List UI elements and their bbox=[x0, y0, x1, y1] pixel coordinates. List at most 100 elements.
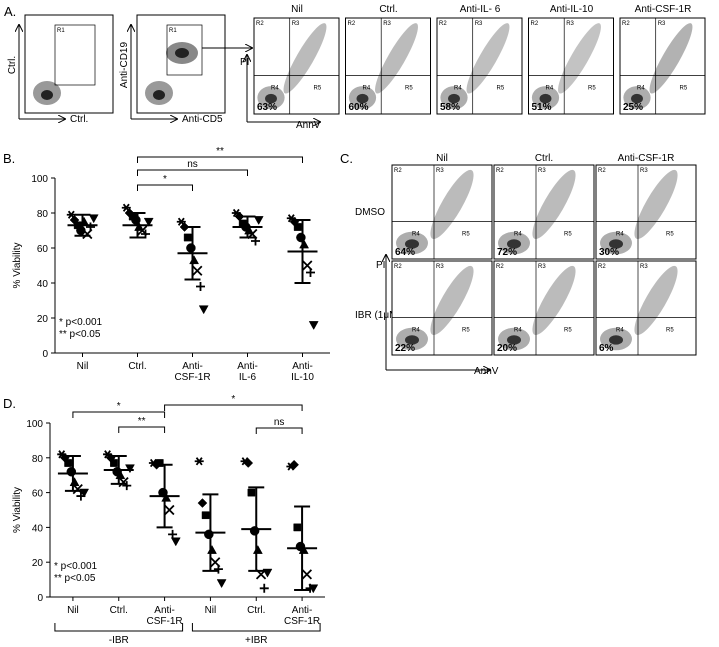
group-bracket bbox=[54, 623, 184, 632]
data-point bbox=[143, 217, 154, 227]
cell-population-core bbox=[539, 93, 552, 104]
x-axis-label: AnnV bbox=[474, 366, 499, 377]
column-title: Ctrl. bbox=[535, 153, 553, 164]
group-label: +IBR bbox=[245, 635, 268, 646]
y-tick-label: 80 bbox=[32, 454, 44, 465]
percent-label: 30% bbox=[599, 247, 619, 258]
cell-population-core bbox=[631, 93, 643, 104]
x-tick-label: Anti-CSF-1R bbox=[284, 605, 320, 627]
y-tick-label: 100 bbox=[31, 174, 48, 185]
percent-label: 25% bbox=[623, 102, 643, 113]
significance-bracket bbox=[137, 169, 248, 176]
significance-bracket bbox=[118, 426, 166, 433]
column-title: Nil bbox=[436, 153, 448, 164]
row-label: IBR (1μM) bbox=[355, 310, 401, 321]
cell-population bbox=[634, 265, 678, 336]
panel-label: C. bbox=[340, 151, 353, 166]
y-tick-label: 20 bbox=[37, 314, 49, 325]
quadrant-label: R4 bbox=[412, 231, 420, 237]
data-point bbox=[122, 481, 132, 491]
cell-population bbox=[430, 169, 474, 240]
data-point bbox=[243, 458, 254, 468]
significance-bracket bbox=[137, 156, 303, 163]
data-point bbox=[259, 583, 269, 593]
y-axis-label: Anti-CD19 bbox=[119, 42, 130, 89]
x-tick-label: Nil bbox=[205, 605, 217, 616]
data-point bbox=[289, 459, 299, 470]
annotation: * p<0.001 bbox=[54, 561, 98, 572]
quadrant-label: R3 bbox=[566, 21, 574, 27]
plot-title: Anti-CSF-1R bbox=[635, 4, 692, 15]
cell-population-core bbox=[41, 90, 53, 100]
plot-title: Anti-IL- 6 bbox=[460, 4, 501, 15]
quadrant-label: R2 bbox=[496, 264, 504, 270]
quadrant-label: R4 bbox=[514, 231, 522, 237]
y-axis-label: % Viability bbox=[12, 243, 23, 289]
cell-population bbox=[430, 265, 474, 336]
percent-label: 64% bbox=[395, 247, 415, 258]
data-point bbox=[293, 223, 302, 231]
significance-bracket bbox=[72, 411, 166, 418]
gate bbox=[54, 24, 96, 86]
quadrant-label: R4 bbox=[616, 327, 624, 333]
percent-label: 6% bbox=[599, 343, 614, 354]
panel-label: D. bbox=[3, 396, 16, 411]
quadrant-label: R5 bbox=[405, 86, 413, 92]
significance-label: ns bbox=[274, 417, 285, 428]
quadrant-label: R2 bbox=[531, 21, 539, 27]
quadrant-label: R4 bbox=[546, 86, 554, 92]
significance-label: ** bbox=[216, 146, 224, 157]
y-tick-label: 0 bbox=[37, 593, 43, 604]
data-point bbox=[189, 255, 200, 265]
plot-title: Anti-IL-10 bbox=[550, 4, 594, 15]
quadrant-label: R2 bbox=[439, 21, 447, 27]
x-tick-label: Ctrl. bbox=[247, 605, 265, 616]
group-bracket bbox=[191, 623, 321, 632]
gate-label: R1 bbox=[57, 28, 65, 34]
data-point bbox=[262, 568, 273, 578]
cell-population bbox=[532, 265, 576, 336]
annotation: ** p<0.05 bbox=[59, 329, 101, 340]
quadrant-label: R3 bbox=[292, 21, 300, 27]
significance-label: * bbox=[117, 401, 121, 412]
x-axis-label: Anti-CD5 bbox=[182, 114, 223, 125]
annotation: ** p<0.05 bbox=[54, 573, 96, 584]
percent-label: 60% bbox=[349, 102, 369, 113]
quadrant-label: R2 bbox=[256, 21, 264, 27]
quadrant-label: R4 bbox=[454, 86, 462, 92]
quadrant-label: R5 bbox=[588, 86, 596, 92]
cell-population-core bbox=[153, 90, 165, 100]
quadrant-label: R3 bbox=[658, 21, 666, 27]
significance-label: ns bbox=[187, 159, 198, 170]
x-tick-label: Anti-CSF-1R bbox=[147, 605, 183, 627]
data-point bbox=[213, 564, 223, 574]
row-label: DMSO bbox=[355, 207, 385, 218]
quadrant-label: R2 bbox=[394, 264, 402, 270]
panel-label: B. bbox=[3, 151, 15, 166]
quadrant-label: R3 bbox=[640, 168, 648, 174]
data-point bbox=[197, 498, 208, 508]
y-tick-label: 60 bbox=[37, 244, 49, 255]
x-tick-label: Anti-IL-6 bbox=[237, 361, 258, 383]
data-point bbox=[168, 529, 178, 539]
annotation: * p<0.001 bbox=[59, 317, 103, 328]
x-tick-label: Anti-CSF-1R bbox=[174, 361, 210, 383]
data-point bbox=[308, 321, 319, 331]
cell-population-core bbox=[356, 93, 369, 104]
y-axis-label: PI bbox=[376, 260, 385, 271]
percent-label: 20% bbox=[497, 343, 517, 354]
percent-label: 72% bbox=[497, 247, 517, 258]
data-point bbox=[183, 233, 192, 242]
data-point bbox=[88, 214, 99, 224]
data-point bbox=[252, 545, 263, 554]
plot-title: Nil bbox=[291, 4, 303, 15]
cell-population-core bbox=[175, 48, 189, 58]
quadrant-label: R4 bbox=[271, 86, 279, 92]
y-tick-label: 20 bbox=[32, 558, 44, 569]
x-tick-label: Nil bbox=[77, 361, 89, 372]
quadrant-label: R5 bbox=[462, 231, 470, 237]
percent-label: 22% bbox=[395, 343, 415, 354]
data-point bbox=[196, 282, 205, 291]
significance-bracket bbox=[137, 184, 193, 191]
